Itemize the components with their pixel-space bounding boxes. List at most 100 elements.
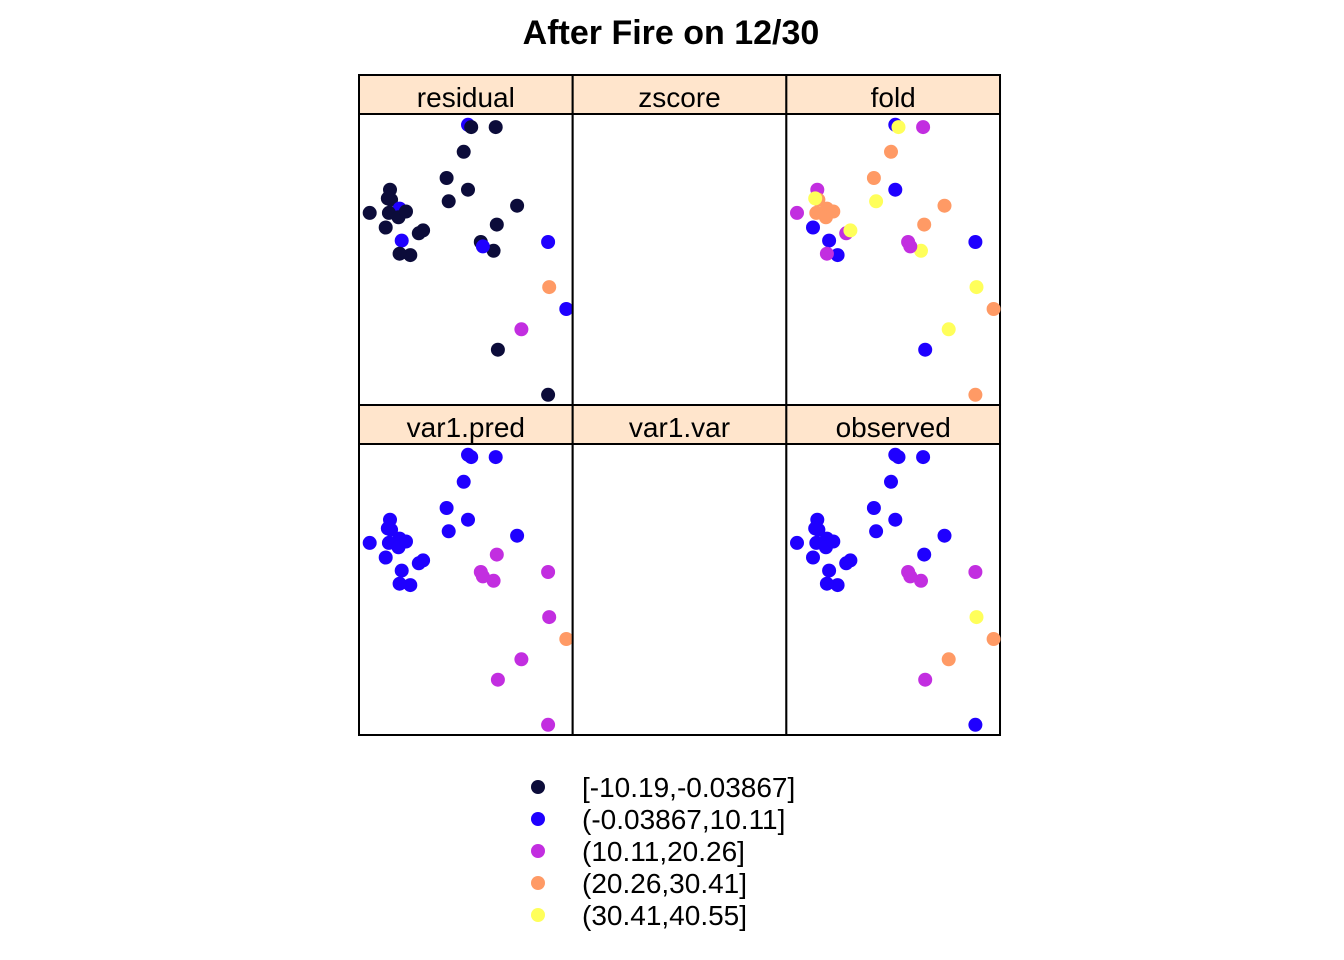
data-point [819,576,834,591]
data-point [362,205,377,220]
data-point [790,205,804,220]
data-point [918,672,933,687]
strip-residual [358,74,574,115]
data-point [806,220,820,235]
data-point [884,474,898,489]
panel-residual: residual [358,74,574,406]
data-point [486,573,501,588]
data-point [968,387,983,402]
data-point [514,322,529,337]
legend-label: (10.11,20.26] [582,836,745,867]
data-point [914,243,928,258]
data-point [475,569,490,584]
legend: [-10.19,-0.03867](-0.03867,10.11](10.11,… [531,772,795,931]
panel-fold: fold [785,74,1002,406]
data-point [969,610,984,625]
data-point [403,248,418,263]
data-point [416,553,431,568]
data-point [461,182,475,197]
data-point [542,610,557,625]
data-point [869,524,884,539]
panel-var1-var: var1.var [571,404,788,736]
data-point [441,194,456,209]
plot-area-residual [358,113,574,406]
data-point [394,233,409,248]
data-point [937,198,952,213]
strip-label-observed: observed [836,412,951,443]
data-point [969,280,984,295]
data-point [541,565,556,579]
data-point [489,217,504,232]
data-point [937,528,952,543]
data-point [819,246,834,261]
data-point [968,565,983,579]
data-point [790,535,804,550]
data-point [464,450,479,465]
data-point [986,632,1001,646]
data-point [916,450,931,465]
data-point [559,302,574,316]
data-point [475,239,490,254]
data-point [416,223,431,238]
data-point [866,501,881,515]
plot-area-observed [785,443,1002,736]
data-point [808,521,823,536]
data-point [490,342,505,357]
legend-swatch [531,780,545,794]
plot-area-zscore [571,113,788,406]
data-point [822,233,837,248]
data-point [941,322,956,337]
data-point [903,239,918,254]
legend-swatch [531,876,545,890]
data-point [380,521,395,536]
strip-label-var1-var: var1.var [629,412,730,443]
data-point [399,534,413,549]
data-point [392,246,407,261]
plot-area-var1-pred [358,443,574,736]
data-point [903,569,918,584]
legend-label: (20.26,30.41] [582,868,747,899]
data-point [884,144,898,159]
data-point [542,280,557,295]
data-point [461,512,475,527]
plot-area-fold [785,113,1002,406]
data-point [968,717,983,732]
panel-observed: observed [785,404,1002,736]
data-point [917,547,932,562]
strip-label-zscore: zscore [638,82,720,113]
data-point [826,534,841,549]
data-point [806,550,820,565]
data-point [968,235,983,249]
data-point [541,717,556,732]
strip-var1-var [571,404,788,445]
legend-swatch [531,908,545,922]
data-point [378,220,393,235]
data-point [464,120,479,135]
data-point [986,302,1001,316]
data-point [541,387,556,402]
data-point [916,120,931,135]
data-point [914,573,928,588]
data-point [830,248,845,263]
data-point [843,223,858,238]
data-point [826,204,841,219]
data-point [891,120,906,135]
data-point [488,120,503,135]
data-point [917,217,932,232]
legend-swatch [531,844,545,858]
strip-label-var1-pred: var1.pred [407,412,525,443]
data-point [559,632,574,646]
data-point [486,243,501,258]
strip-label-residual: residual [417,82,515,113]
plot-area-var1-var [571,443,788,736]
data-point [490,672,505,687]
data-point [514,652,529,667]
data-point [866,171,881,185]
data-point [441,524,456,539]
data-point [888,182,903,197]
data-point [888,512,903,527]
data-point [380,191,395,206]
data-point [456,144,471,159]
data-point [822,563,837,578]
data-point [378,550,393,565]
